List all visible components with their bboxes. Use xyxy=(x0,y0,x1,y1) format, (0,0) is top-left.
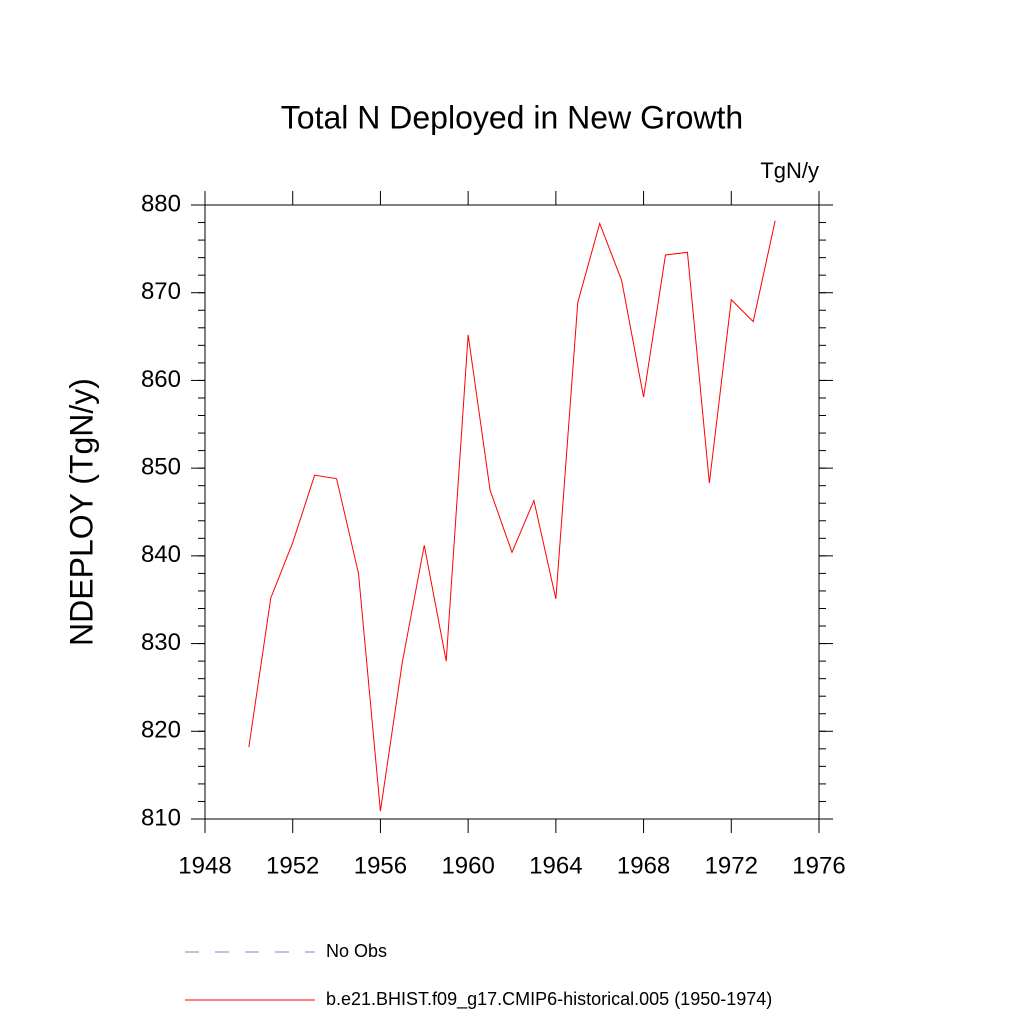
y-tick-label: 820 xyxy=(141,717,181,744)
x-tick-label: 1960 xyxy=(441,852,494,879)
units-label: TgN/y xyxy=(760,158,819,183)
x-tick-label: 1948 xyxy=(178,852,231,879)
x-tick-label: 1956 xyxy=(354,852,407,879)
y-tick-label: 810 xyxy=(141,804,181,831)
y-tick-label: 840 xyxy=(141,541,181,568)
y-tick-label: 850 xyxy=(141,453,181,480)
chart-title: Total N Deployed in New Growth xyxy=(281,99,743,135)
x-tick-label: 1976 xyxy=(792,852,845,879)
data-line xyxy=(248,220,776,812)
y-tick-label: 880 xyxy=(141,190,181,217)
legend-label: b.e21.BHIST.f09_g17.CMIP6-historical.005… xyxy=(326,989,772,1010)
x-tick-label: 1964 xyxy=(529,852,582,879)
y-tick-label: 870 xyxy=(141,278,181,305)
x-tick-label: 1952 xyxy=(266,852,319,879)
x-tick-label: 1968 xyxy=(617,852,670,879)
y-axis-label: NDEPLOY (TgN/y) xyxy=(63,378,99,646)
y-tick-label: 830 xyxy=(141,629,181,656)
x-tick-label: 1972 xyxy=(705,852,758,879)
legend-label: No Obs xyxy=(326,941,387,961)
y-tick-label: 860 xyxy=(141,366,181,393)
plot-frame xyxy=(204,204,820,820)
